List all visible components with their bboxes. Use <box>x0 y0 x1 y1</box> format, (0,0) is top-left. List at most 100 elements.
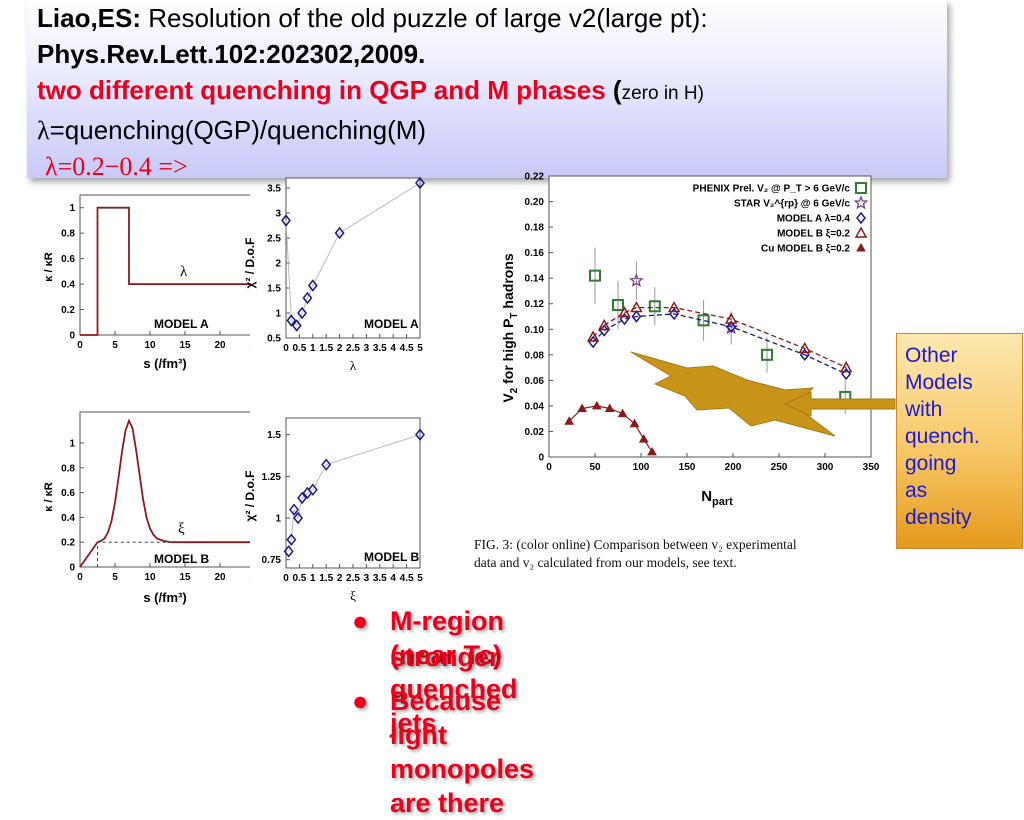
lambda-annotation: λ <box>180 264 188 280</box>
model-label: MODEL B <box>364 550 419 564</box>
data-point <box>577 403 587 412</box>
callout-line: Other <box>905 344 958 367</box>
x-tick-label: 0 <box>283 343 289 354</box>
data-point <box>617 408 628 418</box>
x-ticks: 0 0.5 1 1.5 2 2.5 3 3.5 4 4.5 5 <box>283 334 423 354</box>
x-ticks: 0 0.5 1 1.5 2 2.5 3 3.5 4 4.5 5 <box>283 564 423 584</box>
x-tick-label: 2.5 <box>346 343 360 354</box>
data-point <box>638 434 649 443</box>
data-point <box>415 428 425 441</box>
lambda-symbol: λ <box>37 116 50 145</box>
x-tick-label: 5 <box>417 573 423 584</box>
figure-caption: FIG. 3: (color online) Comparison betwee… <box>474 536 894 572</box>
model-label: MODEL A <box>364 317 419 331</box>
y-axis-label: κ / κR <box>43 252 55 281</box>
data-point <box>761 348 774 361</box>
x-axis-label: s (/fm³) <box>143 590 186 605</box>
data-point <box>307 279 318 292</box>
x-tick-label: 3 <box>364 343 370 354</box>
lambda-definition: λ=quenching(QGP)/quenching(M) <box>37 112 937 149</box>
data-point <box>283 545 294 558</box>
y-tick-label: 1 <box>69 439 75 450</box>
data-point <box>612 299 624 312</box>
callout-line: as <box>905 479 928 502</box>
callout-line: going <box>905 452 957 475</box>
x-tick-label: 0 <box>77 572 83 583</box>
data-point <box>293 511 304 525</box>
x-tick-label: 15 <box>179 572 191 583</box>
legend: PHENIX Prel. V₂ @ P_T > 6 GeV/c STAR V₂^{… <box>693 182 869 255</box>
legend-marker <box>855 182 867 194</box>
model-label: MODEL A <box>154 317 209 331</box>
callout-line: Models <box>905 371 973 394</box>
x-tick-label: 5 <box>417 343 423 354</box>
data-point <box>289 503 300 516</box>
y-tick-label: 0.22 <box>525 172 545 183</box>
y-tick-label: 0.06 <box>525 376 545 387</box>
x-tick-label: 15 <box>179 340 191 351</box>
left-arrow-icon <box>783 391 896 417</box>
data-point <box>321 458 332 471</box>
v2-npart-chart: 0 0.02 0.04 0.06 0.08 0.10 0.12 0.14 0.16 0.18 0.2… <box>500 172 880 509</box>
x-tick-label: 100 <box>633 462 650 473</box>
plot-area <box>285 177 421 339</box>
callout-line: quench. <box>905 425 980 448</box>
plot-area <box>548 175 872 458</box>
data-point <box>591 400 602 410</box>
data-point <box>629 272 644 288</box>
y-tick-label: 0.12 <box>525 299 545 310</box>
x-axis-label: ξ <box>350 588 356 603</box>
y-tick-label: 0 <box>538 453 544 464</box>
y-tick-label: 0.8 <box>61 463 75 474</box>
data-point <box>415 176 425 190</box>
data-point <box>839 361 853 373</box>
x-tick-label: 2.5 <box>346 573 360 584</box>
data-point <box>798 341 812 354</box>
plot-frame <box>79 411 250 568</box>
data-point <box>667 301 681 313</box>
data-point <box>630 301 643 313</box>
dashed-profile-line <box>97 541 178 567</box>
title-line-1: Liao,ES: Resolution of the old puzzle of… <box>37 0 937 36</box>
citation: Phys.Rev.Lett.102:202302,2009. <box>37 39 426 69</box>
x-tick-label: 0 <box>283 573 289 584</box>
bullet-text: Because light monopoles are there <box>390 686 535 818</box>
x-tick-label: 350 <box>863 462 880 473</box>
x-tick-label: 2 <box>337 343 343 354</box>
y-tick-label: 0.4 <box>61 280 75 291</box>
quenching-statement: two different quenching in QGP and M pha… <box>37 75 606 105</box>
y-axis-label: V2 for high PT hadrons <box>500 253 520 403</box>
x-tick-label: 25 <box>249 340 250 351</box>
legend-marker <box>856 242 866 252</box>
x-tick-label: 5 <box>112 572 118 583</box>
solid-profile-line <box>79 418 250 568</box>
data-point <box>597 318 611 331</box>
model-label: MODEL B <box>154 552 209 566</box>
x-tick-label: 3.5 <box>373 343 387 354</box>
y-ticks: 0 0.02 0.04 0.06 0.08 0.10 0.12 0.14 0.16 0.18 0.2… <box>525 172 553 464</box>
y-axis-label: χ² / D.o.F <box>243 238 257 289</box>
x-tick-label: 200 <box>725 462 742 473</box>
data-point <box>334 226 345 240</box>
data-point <box>589 269 601 282</box>
y-tick-label: 0.08 <box>525 350 545 361</box>
y-tick-label: 0.6 <box>61 488 75 499</box>
legend-label: PHENIX Prel. V₂ @ P_T > 6 GeV/c <box>693 184 851 195</box>
x-tick-label: 250 <box>771 462 788 473</box>
data-series <box>564 247 853 456</box>
y-tick-label: 0.5 <box>267 334 281 345</box>
plot-area <box>79 411 250 568</box>
y-tick-label: 0.75 <box>262 555 282 566</box>
data-point <box>286 314 297 327</box>
y-tick-label: 0.16 <box>525 248 545 259</box>
bullet-text: M-region (near Tc) quenched jets <box>390 606 518 738</box>
x-tick-label: 3.5 <box>373 573 387 584</box>
data-point <box>648 300 661 313</box>
y-tick-label: 1.5 <box>267 284 281 295</box>
series-lines <box>80 206 250 336</box>
x-axis-label: s (/fm³) <box>143 356 186 371</box>
x-tick-label: 0.5 <box>292 343 306 354</box>
x-tick-label: 2 <box>337 573 343 584</box>
y-tick-label: 0.02 <box>525 427 545 438</box>
data-point <box>281 214 291 227</box>
